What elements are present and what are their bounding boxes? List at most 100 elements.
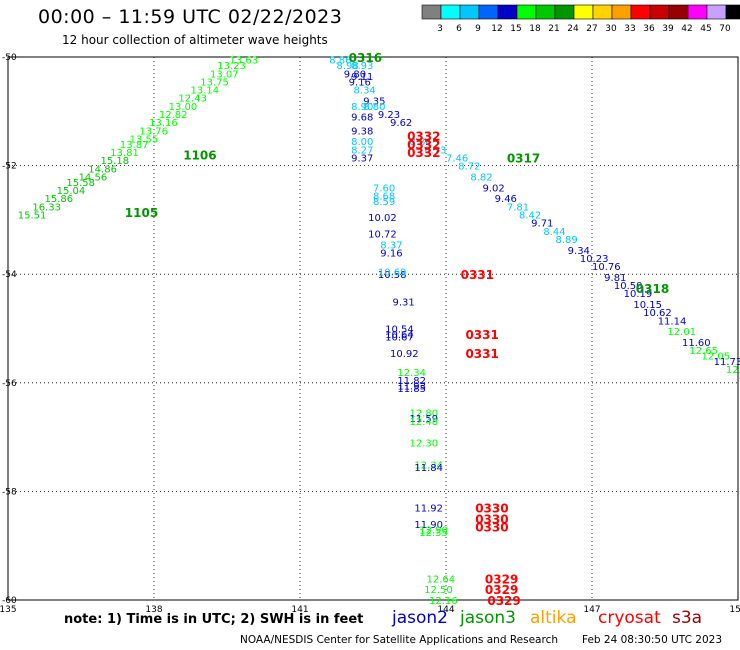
colorbar-tick-label: 45 [700,24,711,34]
swh-value-label: 9.68 [351,113,373,124]
swh-value-label: 13 [738,371,740,382]
swh-value-label: 15.18 [100,156,129,167]
swh-value-label: 10.58 [378,270,407,281]
swh-value-label: 7.81 [507,202,529,213]
swh-value-label: 10.15 [633,300,662,311]
swh-value-label: 12.90 [419,525,448,536]
pass-time-label: 0330 [475,513,508,527]
lon-tick-label: 150 [729,605,740,615]
swh-value-label: 8.93 [351,61,373,72]
pass-time-label: 0330 [475,521,508,535]
swh-value-label: 13.07 [210,69,239,80]
swh-value-label: 8.98 [337,61,359,72]
colorbar-tick-label: 30 [605,24,617,34]
pass-time-label: 0331 [465,347,498,361]
swh-value-label: 10.23 [580,254,609,265]
swh-value-label: 10.62 [643,308,672,319]
swh-value-label: 15.51 [18,210,47,221]
swh-value-label: 9.02 [483,183,505,194]
lon-tick-label: 135 [0,605,17,615]
swh-value-label: 12.50 [424,585,453,596]
swh-value-label: 11.14 [658,316,687,327]
swh-value-label: 16.33 [32,202,61,213]
swh-value-label: 9.81 [604,273,626,284]
swh-value-label: 9.16 [380,248,402,259]
swh-value-label: 8.86 [329,56,351,67]
swh-value-label: 14.86 [88,164,117,175]
colorbar-tick-label: 42 [681,24,692,34]
swh-value-label: 11.92 [414,504,443,515]
colorbar-tick-label: 15 [510,24,521,34]
colorbar-tick-label: 21 [548,24,559,34]
swh-value-label: 9.71 [531,219,553,230]
lon-tick-label: 144 [437,605,454,615]
swh-value-label: 12.82 [159,110,188,121]
swh-value-label: 13.76 [139,126,168,137]
swh-value-label: 12.05 [702,352,731,363]
swh-value-label: 13.16 [149,118,178,129]
swh-value-label: 11.90 [414,520,443,531]
swh-value-label: 9.31 [392,297,414,308]
pass-time-label: 1106 [183,149,216,163]
pass-time-label: 0332 [407,130,440,144]
swh-value-label: 10.72 [368,229,397,240]
footer-credit: NOAA/NESDIS Center for Satellite Applica… [240,634,558,646]
swh-value-label: 12.34 [414,460,443,471]
pass-time-label: 0331 [461,268,494,282]
swh-value-label: 8.68 [373,191,395,202]
swh-value-label: 8.73 [424,145,446,156]
colorbar-tick-label: 27 [586,24,597,34]
swh-value-label: 12.64 [427,574,456,585]
swh-value-label: 12.43 [178,94,207,105]
lat-tick-label: -58 [2,487,17,497]
pass-time-label: 0332 [407,146,440,160]
note-text: note: 1) Time is in UTC; 2) SWH is in fe… [64,612,364,627]
colorbar-tick-label: 36 [643,24,655,34]
swh-value-label: 13.81 [110,148,139,159]
lon-tick-label: 141 [291,605,308,615]
lat-tick-label: -52 [2,162,17,172]
map-frame [7,56,739,601]
legend-jason2: jason2 [392,608,448,628]
swh-value-label: 15.86 [45,194,74,205]
colorbar-swatch [725,4,740,20]
colorbar-tick-label: 18 [529,24,541,34]
page-subtitle: 12 hour collection of altimeter wave hei… [62,33,328,47]
swh-value-label: 8.00 [351,137,373,148]
swh-value-label: 13.55 [130,134,159,145]
swh-value-label: 9.46 [495,194,517,205]
swh-value-label: 10.54 [385,325,414,336]
swh-value-label: 10.02 [368,213,397,224]
swh-value-label: 12.34 [397,368,426,379]
page-title: 00:00 – 11:59 UTC 02/22/2023 [38,6,343,28]
swh-value-label: 8.44 [543,227,565,238]
swh-value-label: 8.72 [458,162,480,173]
pass-time-label: 0317 [507,151,540,165]
swh-value-label: 8.42 [519,210,541,221]
pass-time-label: 0330 [475,502,508,516]
lat-tick-label: -60 [2,596,17,606]
colorbar-tick-label: 70 [719,24,731,34]
lat-tick-label: -56 [2,379,17,389]
swh-value-label: 12.1 [726,365,740,376]
swh-value-label: 11.60 [682,338,711,349]
swh-value-label: 13.75 [200,77,229,88]
swh-value-label: 11.82 [397,376,426,387]
swh-value-label: 13.63 [229,56,258,67]
swh-value-label: 8.84 [410,137,432,148]
swh-value-label: 9.16 [349,77,371,88]
swh-value-label: 8.90 [351,102,373,113]
swh-value-label: 7.46 [446,153,468,164]
swh-value-label: 13.87 [120,140,149,151]
swh-value-label: 7.60 [373,183,395,194]
footer-timestamp: Feb 24 08:30:50 UTC 2023 [582,634,722,646]
swh-value-label: 11.85 [397,384,426,395]
swh-value-label: 9.37 [351,153,373,164]
swh-value-label: 12.48 [410,417,439,428]
swh-value-label: 8.27 [351,145,373,156]
colorbar-tick-label: 9 [475,24,481,34]
swh-value-label: 10.76 [592,262,621,273]
pass-time-label: 0316 [349,51,382,65]
pass-time-label: 0329 [485,583,518,597]
